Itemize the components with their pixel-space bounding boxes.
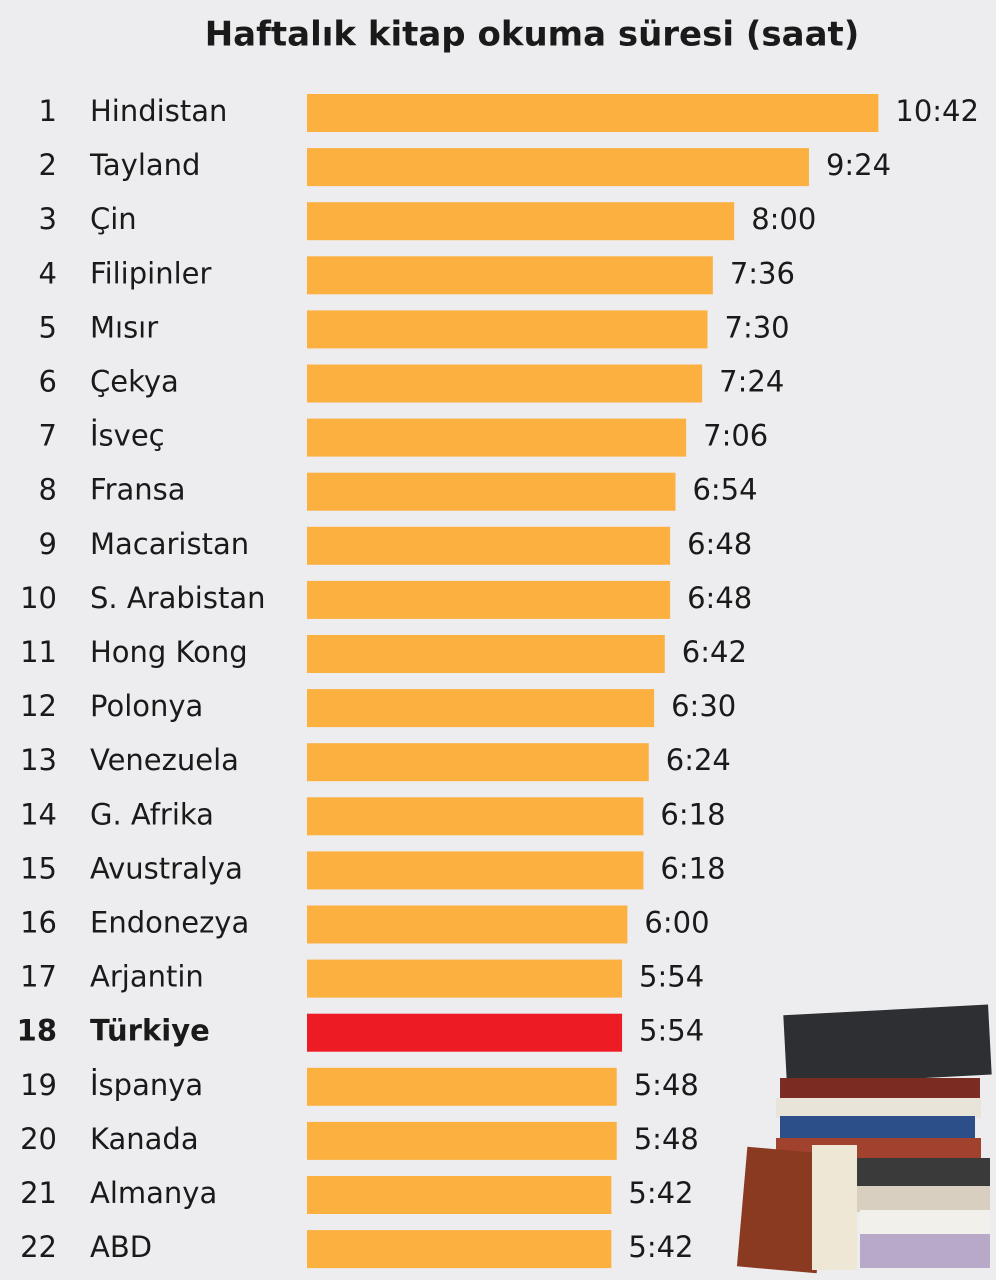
- bar: [307, 256, 713, 295]
- rank-label: 22: [20, 1230, 57, 1264]
- value-label: 7:30: [725, 310, 790, 344]
- category-label: Arjantin: [90, 960, 204, 994]
- value-label: 6:18: [660, 797, 725, 831]
- value-label: 9:24: [826, 148, 891, 182]
- value-label: 6:18: [660, 851, 725, 885]
- value-label: 6:54: [692, 473, 757, 507]
- category-label: Kanada: [90, 1122, 199, 1156]
- value-label: 6:24: [666, 743, 731, 777]
- bar: [307, 743, 649, 782]
- category-label: Polonya: [90, 689, 203, 723]
- value-label: 5:54: [639, 1014, 704, 1048]
- category-label: Tayland: [89, 148, 200, 182]
- rank-label: 18: [17, 1014, 57, 1048]
- rank-label: 2: [39, 148, 57, 182]
- bar: [307, 148, 809, 187]
- value-label: 8:00: [751, 202, 816, 236]
- rank-label: 10: [20, 581, 57, 615]
- bar: [307, 364, 703, 403]
- value-label: 5:48: [634, 1122, 699, 1156]
- bar: [307, 1067, 617, 1106]
- category-label: Çin: [90, 202, 137, 236]
- category-label: G. Afrika: [90, 797, 214, 831]
- rank-label: 7: [39, 419, 57, 453]
- rank-label: 12: [20, 689, 57, 723]
- value-label: 10:42: [895, 94, 979, 128]
- bar: [307, 959, 623, 998]
- category-label: Hong Kong: [90, 635, 248, 669]
- value-label: 7:06: [703, 419, 768, 453]
- category-label: Avustralya: [90, 851, 243, 885]
- rank-label: 1: [39, 94, 57, 128]
- rank-label: 14: [20, 797, 57, 831]
- category-label: Fransa: [90, 473, 186, 507]
- category-label: Endonezya: [90, 906, 249, 940]
- rank-label: 20: [20, 1122, 57, 1156]
- rank-label: 4: [39, 256, 57, 290]
- rank-label: 11: [20, 635, 57, 669]
- bar: [307, 635, 665, 673]
- value-label: 6:30: [671, 689, 736, 723]
- category-label: İspanya: [90, 1068, 203, 1102]
- rank-label: 21: [20, 1176, 57, 1210]
- category-label: Hindistan: [90, 94, 227, 128]
- bar: [307, 580, 671, 619]
- bar: [307, 1176, 612, 1214]
- category-label: İsveç: [90, 419, 165, 453]
- bar: [307, 94, 879, 132]
- category-label: Çekya: [90, 365, 179, 399]
- category-label: ABD: [90, 1230, 152, 1264]
- value-label: 6:48: [687, 527, 752, 561]
- rank-label: 3: [39, 202, 57, 236]
- rank-label: 15: [20, 851, 57, 885]
- rank-label: 16: [20, 906, 57, 940]
- category-label: Mısır: [90, 310, 158, 344]
- bar: [307, 310, 708, 349]
- value-label: 5:48: [634, 1068, 699, 1102]
- value-label: 6:42: [682, 635, 747, 669]
- rank-label: 19: [20, 1068, 57, 1102]
- chart-title: Haftalık kitap okuma süresi (saat): [205, 15, 860, 55]
- rank-label: 17: [20, 960, 57, 994]
- bar: [307, 1121, 617, 1160]
- category-label: Venezuela: [90, 743, 239, 777]
- category-label: Türkiye: [90, 1014, 210, 1048]
- value-label: 5:42: [628, 1230, 693, 1264]
- value-label: 5:54: [639, 960, 704, 994]
- bar: [307, 1230, 612, 1269]
- rank-label: 9: [39, 527, 57, 561]
- bar: [307, 418, 687, 457]
- value-label: 5:42: [628, 1176, 693, 1210]
- category-label: Almanya: [90, 1176, 217, 1210]
- value-label: 6:48: [687, 581, 752, 615]
- category-label: Macaristan: [90, 527, 249, 561]
- category-label: Filipinler: [90, 256, 211, 290]
- rank-label: 13: [20, 743, 57, 777]
- bar: [307, 202, 735, 241]
- value-label: 7:36: [730, 256, 795, 290]
- value-label: 7:24: [719, 365, 784, 399]
- bar: [307, 1013, 623, 1052]
- bar: [307, 797, 644, 836]
- category-label: S. Arabistan: [90, 581, 265, 615]
- bar: [307, 472, 676, 511]
- bar: [307, 689, 655, 728]
- books-illustration: [736, 1004, 992, 1274]
- rank-label: 6: [39, 365, 57, 399]
- rank-label: 5: [39, 310, 57, 344]
- rank-label: 8: [39, 473, 57, 507]
- bar: [307, 526, 671, 565]
- bar: [307, 851, 644, 890]
- bar: [307, 905, 628, 944]
- value-label: 6:00: [644, 906, 709, 940]
